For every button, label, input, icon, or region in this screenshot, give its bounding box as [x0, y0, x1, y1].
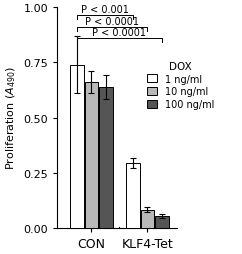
- Text: P < 0.0001: P < 0.0001: [85, 17, 139, 27]
- Y-axis label: Proliferation ($A_{490}$): Proliferation ($A_{490}$): [4, 66, 18, 170]
- Legend: 1 ng/ml, 10 ng/ml, 100 ng/ml: 1 ng/ml, 10 ng/ml, 100 ng/ml: [147, 61, 214, 110]
- Bar: [155, 216, 169, 228]
- Text: P < 0.0001: P < 0.0001: [92, 28, 146, 38]
- Text: P < 0.001: P < 0.001: [81, 5, 129, 15]
- Bar: [126, 163, 140, 228]
- Bar: [141, 210, 154, 228]
- Bar: [70, 65, 84, 228]
- Bar: [85, 83, 98, 228]
- Bar: [99, 87, 113, 228]
